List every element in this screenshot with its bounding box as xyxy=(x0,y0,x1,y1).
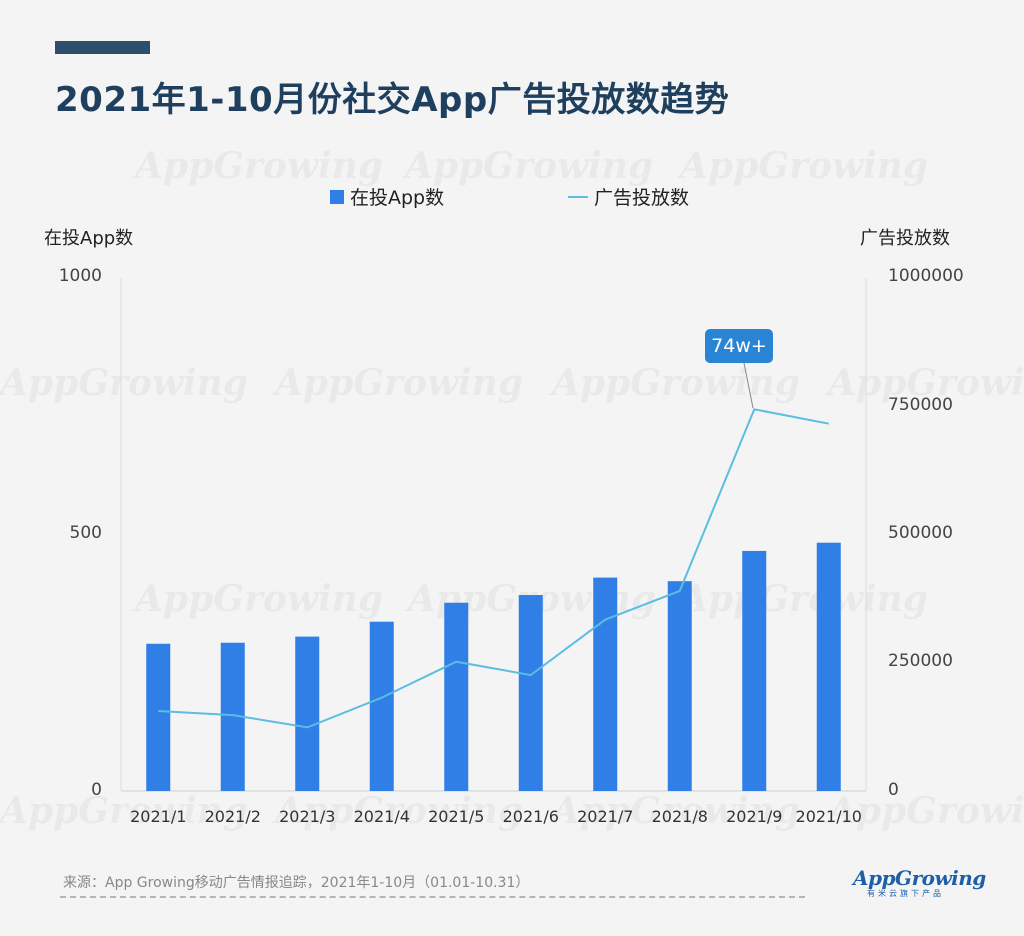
bar-2021/10 xyxy=(816,542,841,791)
legend-bar-swatch xyxy=(330,189,344,204)
x-tick-label: 2021/2 xyxy=(204,807,261,826)
right-tick: 750000 xyxy=(888,395,953,415)
left-tick: 1000 xyxy=(58,266,102,286)
chart-title: 2021年1-10月份社交App广告投放数趋势 xyxy=(55,80,730,120)
right-tick: 1000000 xyxy=(888,266,964,286)
x-tick-label: 2021/10 xyxy=(795,807,862,826)
bar-2021/4 xyxy=(369,621,394,791)
legend-line-label: 广告投放数 xyxy=(594,187,690,209)
x-tick-label: 2021/5 xyxy=(428,807,485,826)
bar-2021/6 xyxy=(518,595,543,791)
source-note: 来源：App Growing移动广告情报追踪，2021年1-10月（01.01-… xyxy=(63,875,530,891)
bar-2021/3 xyxy=(295,636,320,791)
left-tick: 500 xyxy=(69,523,102,543)
callout-pointer xyxy=(743,362,754,409)
footer-divider xyxy=(60,896,805,898)
logo-sub: 有米云旗下产品 xyxy=(867,889,944,898)
left-tick: 0 xyxy=(91,780,102,800)
x-tick-label: 2021/3 xyxy=(279,807,336,826)
bar-2021/8 xyxy=(667,581,692,791)
title-accent-bar xyxy=(55,41,150,54)
bar-2021/9 xyxy=(742,550,767,791)
left-axis-title: 在投App数 xyxy=(44,228,134,249)
logo-main: AppGrowing xyxy=(853,866,986,890)
right-tick: 250000 xyxy=(888,651,953,671)
right-tick: 0 xyxy=(888,780,899,800)
right-tick: 500000 xyxy=(888,523,953,543)
x-tick-label: 2021/4 xyxy=(353,807,410,826)
x-tick-label: 2021/6 xyxy=(502,807,559,826)
bar-2021/5 xyxy=(444,602,469,791)
appgrowing-logo: AppGrowing 有米云旗下产品 xyxy=(853,866,986,899)
legend-bar-label: 在投App数 xyxy=(350,187,445,209)
legend-bar: 在投App数 xyxy=(330,183,444,210)
x-tick-label: 2021/7 xyxy=(577,807,634,826)
peak-callout: 74w+ xyxy=(705,329,773,363)
line-series-ad-count xyxy=(158,408,829,729)
x-tick-label: 2021/9 xyxy=(726,807,783,826)
bar-2021/1 xyxy=(146,643,171,791)
bar-2021/7 xyxy=(593,577,618,791)
right-axis-title: 广告投放数 xyxy=(860,228,950,249)
legend-line-swatch xyxy=(568,195,588,198)
legend-line: 广告投放数 xyxy=(568,183,689,210)
x-tick-label: 2021/1 xyxy=(130,807,187,826)
x-tick-label: 2021/8 xyxy=(651,807,708,826)
